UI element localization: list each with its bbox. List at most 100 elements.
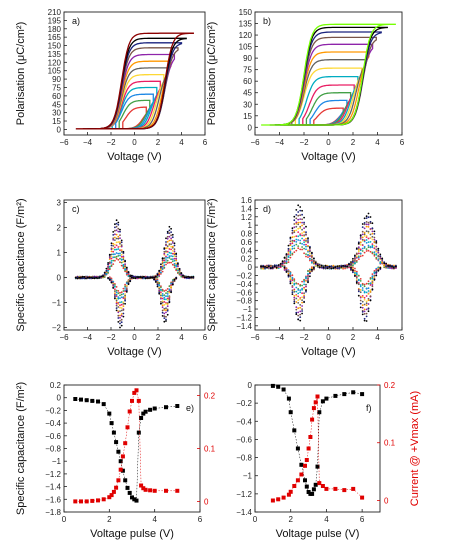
data-point: [122, 287, 125, 290]
data-point: [295, 294, 298, 297]
chart-a: −6 −4 −2 0 2 4 6015304560759010512013515016518…: [15, 8, 208, 163]
data-point: [114, 290, 116, 292]
data-point: [295, 243, 298, 246]
data-point: [307, 256, 309, 258]
data-point: [293, 223, 296, 225]
data-point: [168, 232, 171, 235]
data-point: [183, 276, 186, 279]
data-point: [365, 221, 368, 223]
data-point: [301, 305, 303, 307]
data-point: [160, 297, 162, 300]
data-point: [166, 295, 169, 297]
data-point: [156, 278, 159, 281]
data-point: [270, 267, 272, 270]
data-point: [307, 237, 309, 240]
data-point: [355, 281, 358, 284]
data-point: [359, 252, 362, 255]
data-point: [363, 239, 366, 242]
data-point: [111, 489, 116, 494]
data-point: [115, 219, 118, 222]
data-point: [146, 277, 149, 279]
data-point: [333, 486, 338, 491]
data-point: [168, 255, 171, 258]
data-point: [117, 317, 120, 319]
data-point: [110, 261, 113, 264]
data-point: [74, 276, 77, 279]
data-point: [301, 284, 303, 287]
data-point: [161, 270, 164, 273]
data-point: [304, 484, 309, 489]
data-point: [367, 290, 370, 292]
data-point: [355, 270, 358, 273]
data-point: [303, 463, 307, 468]
data-point: [287, 255, 290, 257]
data-point: [301, 246, 303, 248]
data-point: [305, 277, 307, 280]
data-point: [357, 283, 360, 286]
data-point: [287, 275, 290, 278]
x-tick-label: 0: [62, 515, 67, 524]
data-point: [173, 259, 176, 262]
data-point: [297, 245, 300, 248]
data-point: [114, 292, 116, 295]
data-point: [295, 478, 300, 483]
panel-label: d): [263, 204, 271, 214]
data-point: [363, 251, 366, 254]
data-point: [293, 302, 296, 305]
data-point: [163, 320, 166, 323]
data-point: [281, 495, 286, 500]
data-point: [123, 478, 128, 483]
data-point: [120, 291, 123, 294]
data-point: [359, 285, 362, 288]
data-point: [117, 246, 120, 248]
data-point: [168, 235, 171, 238]
data-point: [192, 276, 195, 278]
data-point: [363, 313, 366, 315]
data-point: [115, 309, 118, 312]
y-tick-label: −1.2: [236, 313, 252, 322]
data-point: [168, 257, 171, 259]
panel-label: e): [186, 403, 194, 413]
data-point: [283, 266, 286, 269]
data-point: [168, 225, 171, 228]
data-point: [266, 266, 268, 269]
data-point: [313, 260, 315, 262]
data-point: [166, 237, 169, 240]
x-tick-label: 4: [179, 138, 184, 147]
data-point: [107, 262, 109, 264]
data-point: [143, 275, 145, 278]
data-point: [285, 255, 288, 257]
y-tick-label: −1: [52, 299, 62, 308]
data-point: [367, 223, 370, 226]
data-point: [115, 295, 118, 297]
data-point: [166, 247, 169, 249]
y-tick-label: 1: [248, 221, 253, 230]
y-tick-label: 0.4: [241, 246, 253, 255]
y-tick-label: −0.6: [236, 435, 252, 444]
y-tick-label: −1: [243, 472, 253, 481]
data-point: [328, 265, 331, 268]
y-tick-label: 0.8: [241, 230, 253, 239]
data-point: [307, 277, 309, 280]
data-point: [357, 294, 360, 297]
data-point: [115, 255, 118, 258]
data-point: [117, 296, 120, 298]
data-point: [166, 308, 169, 311]
data-point: [96, 399, 100, 404]
panel-label: f): [366, 403, 372, 413]
data-point: [295, 311, 298, 314]
data-point: [289, 236, 292, 239]
x-axis-label: Voltage (V): [107, 346, 161, 358]
data-point: [266, 264, 268, 267]
data-point: [262, 265, 264, 268]
data-point: [115, 297, 118, 300]
data-point: [299, 233, 302, 236]
data-point: [166, 250, 169, 253]
data-point: [293, 300, 296, 303]
x-tick-label: 4: [375, 138, 380, 147]
data-point: [177, 265, 179, 267]
data-point: [161, 264, 164, 267]
data-point: [109, 421, 114, 426]
data-point: [359, 236, 362, 239]
data-point: [365, 230, 368, 233]
